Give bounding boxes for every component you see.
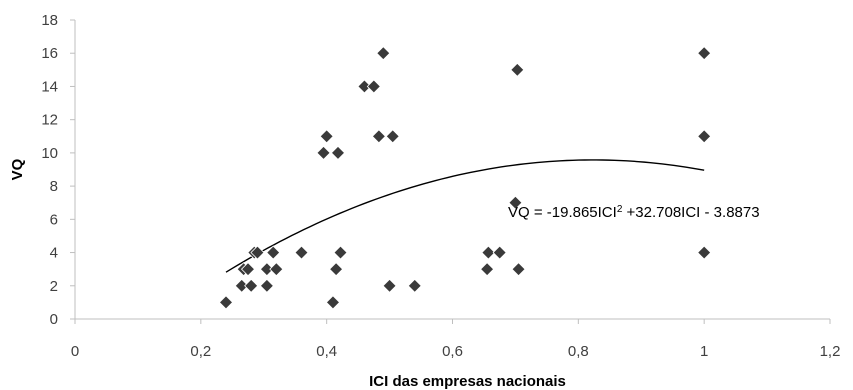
data-point-10 bbox=[269, 262, 284, 277]
data-point-11 bbox=[294, 245, 309, 260]
data-point-17 bbox=[333, 245, 348, 260]
y-tick-label: 12 bbox=[41, 112, 58, 129]
data-point-6 bbox=[250, 245, 265, 260]
data-point-9 bbox=[266, 245, 281, 260]
data-point-26 bbox=[481, 245, 496, 260]
y-tick-label: 18 bbox=[41, 12, 58, 29]
data-point-3 bbox=[240, 262, 256, 277]
data-point-18 bbox=[357, 79, 372, 94]
data-point-15 bbox=[329, 262, 344, 277]
data-point-22 bbox=[382, 278, 397, 293]
x-tick-label: 1,2 bbox=[820, 343, 841, 360]
data-point-30 bbox=[511, 262, 526, 277]
data-point-23 bbox=[385, 129, 400, 144]
data-point-16 bbox=[330, 145, 346, 160]
y-tick-label: 6 bbox=[50, 211, 58, 228]
data-point-32 bbox=[697, 129, 712, 144]
trendline-equation: VQ = -19.865ICI2 +32.708ICI - 3.8873 bbox=[508, 204, 760, 222]
x-axis-title: ICI das empresas nacionais bbox=[369, 373, 566, 390]
data-point-25 bbox=[480, 262, 495, 277]
y-tick-label: 10 bbox=[41, 145, 58, 162]
data-point-7 bbox=[259, 262, 274, 277]
y-tick-label: 8 bbox=[50, 178, 58, 195]
y-tick-label: 4 bbox=[50, 245, 58, 262]
data-point-13 bbox=[319, 129, 334, 144]
axes bbox=[74, 20, 830, 320]
x-tick-label: 0,2 bbox=[190, 343, 211, 360]
data-point-0 bbox=[218, 295, 234, 310]
x-tick-label: 0 bbox=[71, 343, 79, 360]
data-point-1 bbox=[234, 278, 249, 293]
data-point-31 bbox=[697, 46, 712, 61]
data-point-20 bbox=[371, 129, 386, 144]
x-tick-label: 0,6 bbox=[442, 343, 463, 360]
y-tick-label: 0 bbox=[50, 311, 58, 328]
y-axis-title: VQ bbox=[9, 158, 26, 180]
y-tick-label: 2 bbox=[50, 278, 58, 295]
data-point-21 bbox=[376, 46, 391, 61]
data-point-29 bbox=[510, 62, 525, 77]
data-point-14 bbox=[325, 295, 341, 310]
x-tick-label: 1 bbox=[700, 343, 708, 360]
data-point-12 bbox=[316, 145, 331, 160]
y-tick-label: 14 bbox=[41, 78, 58, 95]
tick-labels: 0 0,2 0,4 0,6 0,8 1 1,2 0 2 4 6 8 10 12 14 16 18 bbox=[41, 12, 840, 360]
y-tick-label: 16 bbox=[41, 45, 58, 62]
data-point-4 bbox=[244, 278, 259, 293]
data-point-19 bbox=[366, 79, 381, 94]
x-tick-label: 0,8 bbox=[568, 343, 589, 360]
data-point-27 bbox=[492, 245, 507, 260]
data-point-24 bbox=[407, 278, 422, 293]
trendline bbox=[225, 159, 705, 273]
data-point-28 bbox=[508, 195, 523, 210]
data-points bbox=[218, 46, 712, 310]
data-point-8 bbox=[259, 278, 274, 293]
x-tick-label: 0,4 bbox=[316, 343, 337, 360]
data-point-33 bbox=[697, 245, 712, 260]
